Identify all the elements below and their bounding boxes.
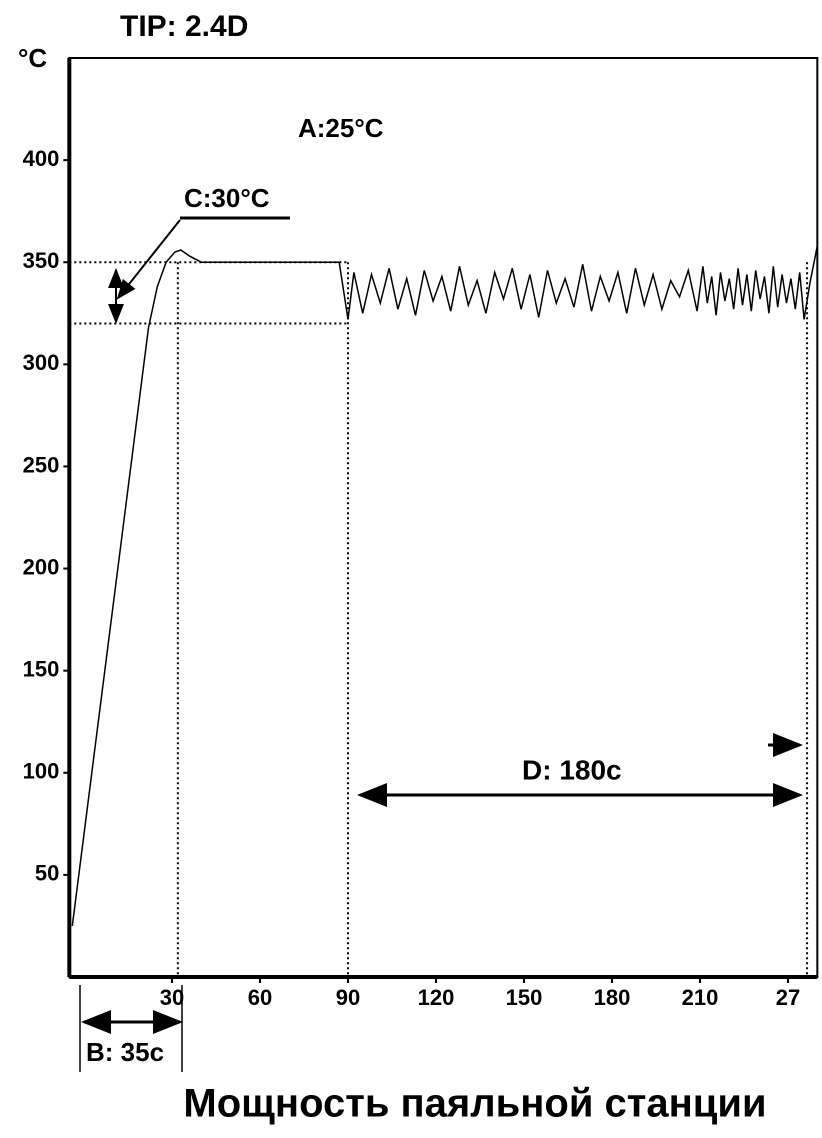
caption: Мощность паяльной станции xyxy=(183,1082,766,1126)
y-tick-label: 200 xyxy=(23,554,60,579)
y-tick-label: 100 xyxy=(23,759,60,784)
y-tick-label: 300 xyxy=(23,350,60,375)
x-tick-label: 60 xyxy=(248,985,272,1010)
annotation-d: D: 180c xyxy=(522,754,622,785)
y-tick-label: 50 xyxy=(35,861,59,886)
x-tick-label: 30 xyxy=(160,985,184,1010)
x-tick-label: 150 xyxy=(506,985,543,1010)
annotation-c: C:30°C xyxy=(184,183,270,213)
y-tick-label: 250 xyxy=(23,452,60,477)
annotation-b: B: 35c xyxy=(86,1037,164,1067)
x-tick-label: 210 xyxy=(682,985,719,1010)
x-tick-label: 120 xyxy=(418,985,455,1010)
y-unit: °C xyxy=(18,43,47,73)
y-tick-label: 350 xyxy=(23,248,60,273)
x-tick-label: 180 xyxy=(594,985,631,1010)
y-tick-label: 150 xyxy=(23,656,60,681)
chart-title: TIP: 2.4D xyxy=(120,10,248,43)
annotation-a: A:25°C xyxy=(298,113,384,143)
x-tick-label: 90 xyxy=(336,985,360,1010)
plot-frame xyxy=(68,57,819,978)
temperature-line xyxy=(71,245,819,926)
y-tick-label: 400 xyxy=(23,146,60,171)
annotation-leader xyxy=(116,219,181,300)
x-tick-label: 27 xyxy=(776,985,800,1010)
